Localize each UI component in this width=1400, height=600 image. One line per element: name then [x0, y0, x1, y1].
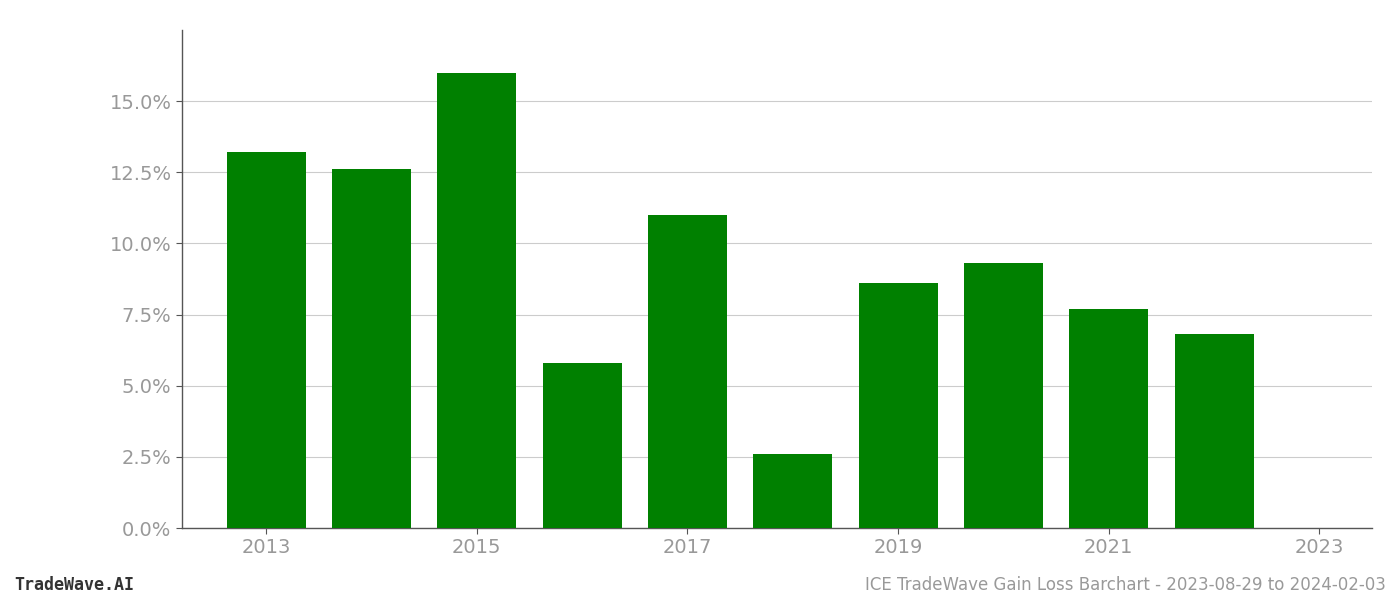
Bar [858, 283, 938, 528]
Bar [753, 454, 832, 528]
Bar [1070, 309, 1148, 528]
Text: TradeWave.AI: TradeWave.AI [14, 576, 134, 594]
Text: ICE TradeWave Gain Loss Barchart - 2023-08-29 to 2024-02-03: ICE TradeWave Gain Loss Barchart - 2023-… [865, 576, 1386, 594]
Bar [332, 169, 412, 528]
Bar [1175, 334, 1253, 528]
Bar [648, 215, 727, 528]
Bar [965, 263, 1043, 528]
Bar [543, 363, 622, 528]
Bar [437, 73, 517, 528]
Bar [227, 152, 305, 528]
